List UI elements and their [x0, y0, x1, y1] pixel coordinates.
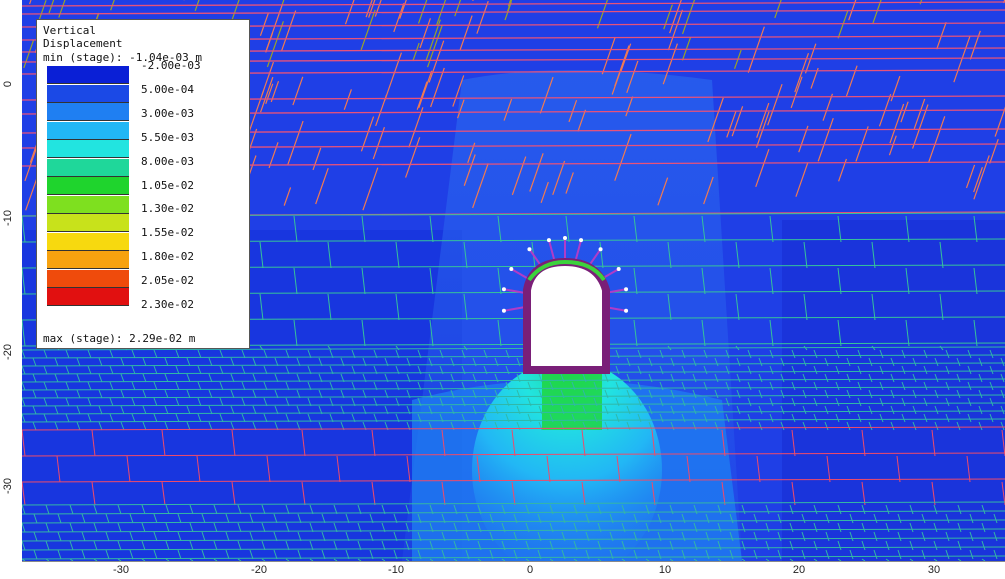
- x-tick-label: -20: [251, 564, 267, 576]
- legend-swatch: [47, 233, 129, 251]
- bolt-end: [563, 236, 567, 240]
- x-tick-label: -10: [388, 564, 404, 576]
- tunnel-opening: [531, 268, 602, 366]
- bolt-end: [624, 309, 628, 313]
- bolt-end: [579, 238, 583, 242]
- x-tick-label: -30: [113, 564, 129, 576]
- bolt-end: [547, 238, 551, 242]
- legend-label: 5.00e-04: [141, 83, 194, 96]
- legend-swatch: [47, 122, 129, 140]
- legend-label: 3.00e-03: [141, 107, 194, 120]
- legend-label: 2.05e-02: [141, 274, 194, 287]
- legend-label: 1.05e-02: [141, 179, 194, 192]
- x-axis: -30 -20 -10 0 10 20 30: [22, 561, 1005, 579]
- bolt-end: [617, 267, 621, 271]
- y-tick-label: -10: [2, 210, 14, 226]
- legend-max: max (stage): 2.29e-02 m: [43, 332, 195, 345]
- legend-swatch: [47, 66, 129, 84]
- legend-label: 5.50e-03: [141, 131, 194, 144]
- x-tick-label: 10: [659, 564, 671, 576]
- bolt-end: [599, 247, 603, 251]
- bolt-end: [624, 287, 628, 291]
- legend-swatch: [47, 159, 129, 177]
- legend-label: 1.55e-02: [141, 226, 194, 239]
- legend-swatch: [47, 177, 129, 195]
- legend-swatch: [47, 270, 129, 288]
- legend-label: 1.80e-02: [141, 250, 194, 263]
- y-axis: 0 -10 -20 -30: [0, 0, 23, 561]
- legend-label: 1.30e-02: [141, 202, 194, 215]
- legend-swatch: [47, 288, 129, 306]
- legend-label: 2.30e-02: [141, 298, 194, 311]
- y-tick-label: 0: [2, 76, 14, 92]
- y-tick-label: -20: [2, 344, 14, 360]
- x-tick-label: 30: [928, 564, 940, 576]
- bolt-end: [509, 267, 513, 271]
- legend-label: 8.00e-03: [141, 155, 194, 168]
- bolt-end: [502, 287, 506, 291]
- x-tick-label: 0: [527, 564, 533, 576]
- legend-swatch: [47, 214, 129, 232]
- legend-swatch: [47, 251, 129, 269]
- x-tick-label: 20: [793, 564, 805, 576]
- legend-label: -2.00e-03: [141, 59, 201, 72]
- legend-swatch: [47, 140, 129, 158]
- y-tick-label: -30: [2, 478, 14, 494]
- legend-swatch: [47, 85, 129, 103]
- bolt-end: [527, 247, 531, 251]
- legend-swatch: [47, 196, 129, 214]
- legend-swatch: [47, 103, 129, 121]
- bolt-end: [502, 309, 506, 313]
